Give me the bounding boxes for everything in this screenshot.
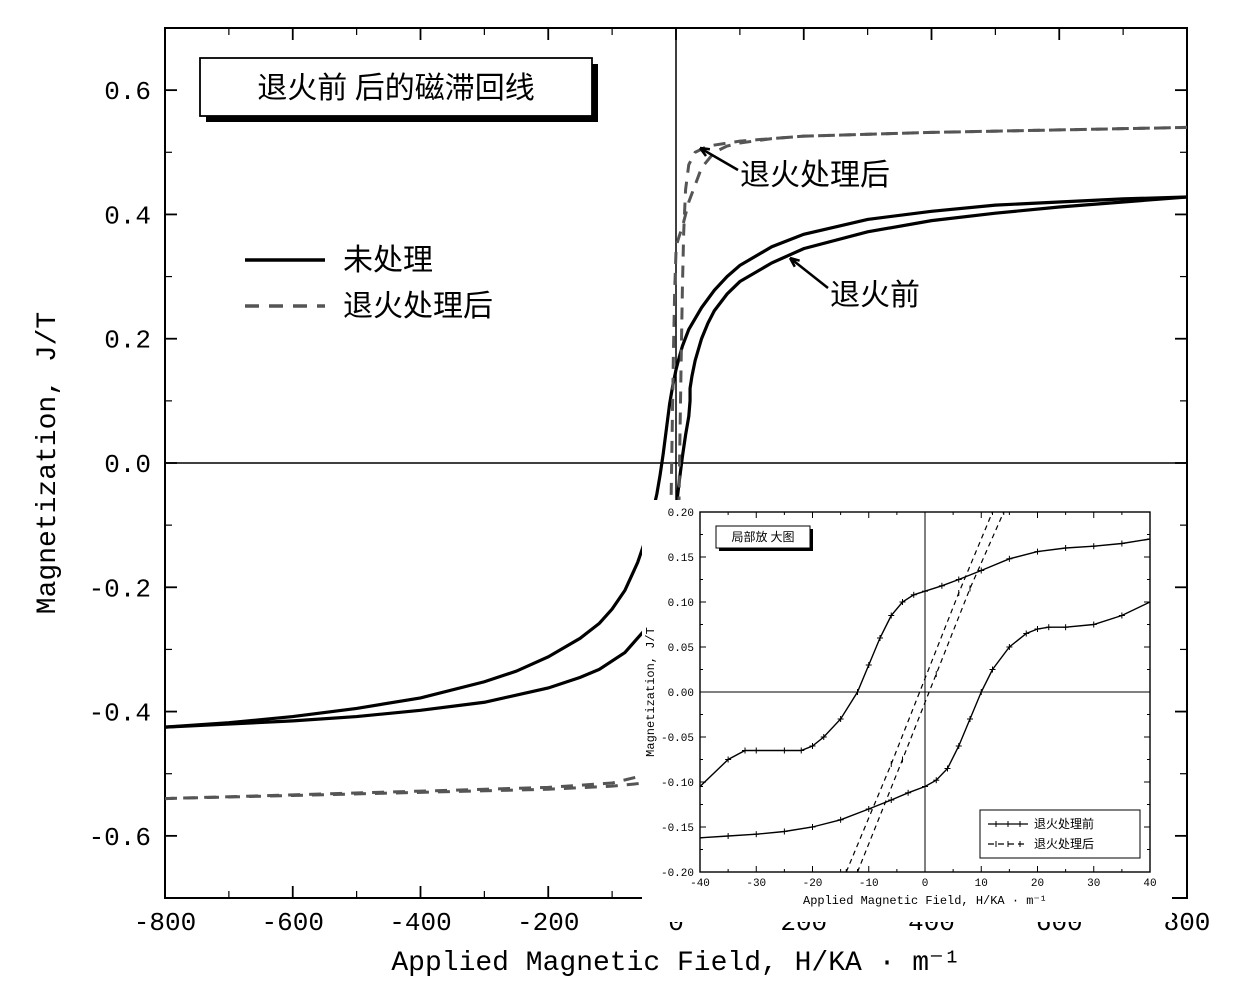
inset-y-tick: 0.10 [668, 598, 694, 610]
x-tick-label: -600 [262, 908, 324, 938]
inset-x-tick: 30 [1087, 878, 1100, 890]
inset-y-tick: 0.00 [668, 688, 694, 700]
y-axis-label: Magnetization, J/T [33, 312, 64, 614]
x-tick-label: -800 [134, 908, 196, 938]
inset-y-tick: 0.15 [668, 553, 694, 565]
y-tick-label: -0.2 [89, 574, 151, 604]
legend-label: 退火处理后 [343, 290, 493, 323]
inset-legend-label: 退火处理前 [1034, 816, 1094, 831]
inset-y-tick: -0.15 [661, 823, 694, 835]
x-tick-label: -400 [389, 908, 451, 938]
hysteresis-chart: -800-600-400-2000200400600800-0.6-0.4-0.… [0, 0, 1240, 985]
inset-x-tick: 0 [922, 878, 929, 890]
inset-title-text: 局部放 大图 [731, 529, 794, 544]
inset-x-label: Applied Magnetic Field, H/KA · m⁻¹ [803, 894, 1047, 908]
annotation-label: 退火前 [830, 279, 920, 312]
inset-x-tick: 40 [1143, 878, 1156, 890]
y-tick-label: 0.4 [104, 201, 151, 231]
inset-y-tick: 0.20 [668, 508, 694, 520]
inset-x-tick: 20 [1031, 878, 1044, 890]
title-text: 退火前 后的磁滞回线 [257, 72, 535, 105]
inset-y-tick: 0.05 [668, 643, 694, 655]
x-tick-label: -200 [517, 908, 579, 938]
y-tick-label: 0.2 [104, 326, 151, 356]
inset-x-tick: -20 [803, 878, 823, 890]
inset-x-tick: -30 [746, 878, 766, 890]
inset-y-tick: -0.05 [661, 733, 694, 745]
y-tick-label: -0.4 [89, 699, 151, 729]
legend-label: 未处理 [343, 244, 433, 277]
inset-plot: -40-30-20-10010203040-0.20-0.15-0.10-0.0… [642, 500, 1172, 922]
y-tick-label: 0.0 [104, 450, 151, 480]
inset-x-tick: -10 [859, 878, 879, 890]
annotation-label: 退火处理后 [740, 159, 890, 192]
inset-legend-label: 退火处理后 [1034, 837, 1094, 851]
inset-y-tick: -0.20 [661, 868, 694, 880]
inset-y-tick: -0.10 [661, 778, 694, 790]
y-tick-label: -0.6 [89, 823, 151, 853]
x-axis-label: Applied Magnetic Field, H/KA · m⁻¹ [391, 948, 960, 979]
inset-x-tick: 10 [975, 878, 988, 890]
inset-y-label: Magnetization, J/T [644, 627, 658, 757]
y-tick-label: 0.6 [104, 77, 151, 107]
